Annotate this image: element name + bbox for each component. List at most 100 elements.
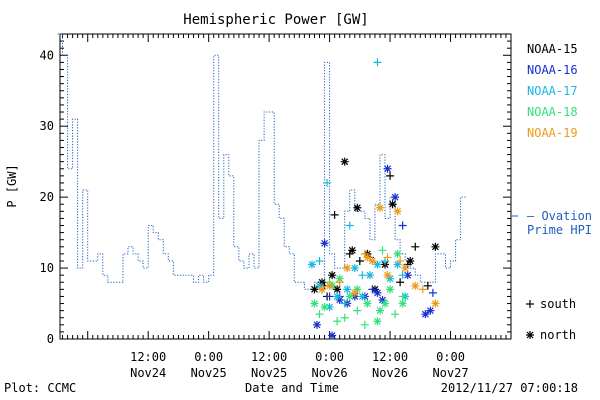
noaa-15-south-point: [396, 278, 405, 287]
noaa-18-south-point: [378, 246, 387, 255]
legend-north-symbol: [526, 331, 534, 339]
noaa-18-north-point: [393, 249, 402, 258]
noaa-18-north-point: [386, 285, 395, 294]
noaa-16-north-point: [391, 193, 400, 202]
x-tick-date-label: Nov26: [312, 366, 348, 380]
y-tick-label: 30: [40, 119, 54, 133]
legend-noaa-16: NOAA-16: [527, 63, 578, 77]
noaa-18-north-point: [375, 306, 384, 315]
noaa-19-north-point: [325, 281, 334, 290]
x-tick-date-label: Nov26: [372, 366, 408, 380]
legend-noaa-18: NOAA-18: [527, 105, 578, 119]
noaa-19-north-point: [411, 281, 420, 290]
y-tick-label: 0: [47, 332, 54, 346]
x-tick-date-label: Nov25: [191, 366, 227, 380]
y-tick-label: 40: [40, 48, 54, 62]
noaa-16-north-point: [383, 164, 392, 173]
noaa-16-north-point: [403, 271, 412, 280]
noaa-17-north-point: [307, 260, 316, 269]
noaa-18-north-point: [373, 317, 382, 326]
noaa-15-north-point: [333, 285, 342, 294]
noaa-17-north-point: [393, 260, 402, 269]
noaa-16-north-point: [421, 310, 430, 319]
noaa-15-north-point: [388, 200, 397, 209]
noaa-19-south-point: [418, 285, 427, 294]
noaa-17-north-point: [333, 292, 342, 301]
noaa-19-north-point: [393, 207, 402, 216]
noaa-19-north-point: [343, 264, 352, 273]
noaa-19-north-point: [363, 253, 372, 262]
axes-layer: 0 10 20 30 40 12:00 Nov24 0:00 Nov25 12:00 Nov25 0:…: [40, 33, 512, 380]
noaa-17-south-point: [340, 299, 349, 308]
noaa-19-north-point: [431, 299, 440, 308]
x-tick-time-label: 12:00: [251, 350, 287, 364]
noaa-19-north-point: [383, 271, 392, 280]
noaa-15-north-point: [328, 271, 337, 280]
noaa-19-north-point: [318, 285, 327, 294]
noaa-15-south-point: [355, 256, 364, 265]
noaa-17-north-point: [386, 274, 395, 283]
noaa-17-south-point: [373, 58, 382, 67]
noaa-19-south-point: [383, 253, 392, 262]
noaa-18-north-point: [310, 299, 319, 308]
noaa-16-north-point: [320, 239, 329, 248]
noaa-17-north-point: [325, 303, 334, 312]
noaa-16-north-point: [312, 320, 321, 329]
noaa-17-north-point: [358, 292, 367, 301]
plot-frame: [59, 33, 512, 340]
noaa-15-north-point: [348, 246, 357, 255]
noaa-18-south-point: [391, 310, 400, 319]
ovation-line-layer: [57, 33, 466, 290]
legend-ovation-prime-hpi: — Ovation: [527, 209, 592, 223]
noaa-17-north-point: [373, 260, 382, 269]
noaa-16-north-point: [426, 306, 435, 315]
noaa-18-south-point: [333, 317, 342, 326]
noaa-16-north-point: [373, 288, 382, 297]
noaa-16-south-point: [325, 292, 334, 301]
y-tick-label: 20: [40, 190, 54, 204]
noaa-18-north-point: [320, 303, 329, 312]
legend-north-label: north: [540, 328, 576, 342]
noaa-19-south-point: [396, 256, 405, 265]
noaa-17-south-point: [323, 178, 332, 187]
noaa-15-south-point: [423, 281, 432, 290]
y-axis-label: P [GW]: [5, 164, 19, 207]
x-tick-time-label: 0:00: [194, 350, 223, 364]
satellite-marker-layer: [307, 58, 440, 340]
noaa-15-north-point: [353, 203, 362, 212]
noaa-15-north-point: [340, 157, 349, 166]
legend-south-symbol: [526, 300, 534, 308]
y-tick-label: 10: [40, 261, 54, 275]
noaa-18-north-point: [381, 299, 390, 308]
noaa-17-south-point: [345, 221, 354, 230]
x-axis-label: Date and Time: [245, 381, 339, 395]
noaa-18-south-point: [340, 313, 349, 322]
noaa-15-north-point: [406, 256, 415, 265]
noaa-19-north-point: [375, 203, 384, 212]
legend-ovation-prime-hpi: Prime HPI: [527, 223, 592, 237]
noaa-15-north-point: [431, 242, 440, 251]
noaa-16-north-point: [378, 295, 387, 304]
x-tick-time-label: 12:00: [130, 350, 166, 364]
noaa-17-south-point: [398, 271, 407, 280]
noaa-18-south-point: [353, 306, 362, 315]
noaa-19-south-point: [335, 278, 344, 287]
legend-noaa-17: NOAA-17: [527, 84, 578, 98]
noaa-18-north-point: [353, 285, 362, 294]
noaa-16-north-point: [335, 295, 344, 304]
noaa-18-north-point: [398, 299, 407, 308]
noaa-17-north-point: [350, 264, 359, 273]
x-tick-time-label: 12:00: [372, 350, 408, 364]
plot-timestamp: 2012/11/27 07:00:18: [441, 381, 578, 395]
legend-south-label: south: [540, 297, 576, 311]
noaa-17-south-point: [315, 256, 324, 265]
plot-credit: Plot: CCMC: [4, 381, 76, 395]
noaa-18-south-point: [360, 320, 369, 329]
noaa-15-south-point: [330, 210, 339, 219]
ovation-hpi-line: [57, 33, 466, 290]
legend-noaa-15: NOAA-15: [527, 42, 578, 56]
noaa-15-south-point: [411, 242, 420, 251]
x-tick-date-label: Nov25: [251, 366, 287, 380]
noaa-19-north-point: [401, 264, 410, 273]
